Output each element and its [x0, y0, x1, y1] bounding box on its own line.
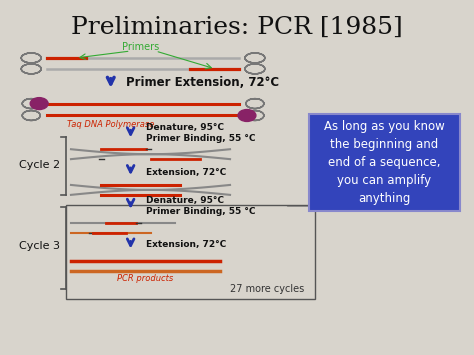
FancyBboxPatch shape [309, 115, 460, 211]
Text: Cycle 2: Cycle 2 [19, 160, 60, 170]
Text: Cycle 3: Cycle 3 [19, 241, 60, 251]
Ellipse shape [30, 98, 48, 110]
Text: Preliminaries: PCR [1985]: Preliminaries: PCR [1985] [71, 16, 403, 39]
Text: Primer Extension, 72°C: Primer Extension, 72°C [126, 76, 279, 89]
Text: 27 more cycles: 27 more cycles [230, 284, 305, 294]
Text: Denature, 95°C
Primer Binding, 55 °C: Denature, 95°C Primer Binding, 55 °C [146, 196, 255, 216]
Text: Taq DNA Polymerase: Taq DNA Polymerase [67, 120, 155, 130]
Ellipse shape [238, 110, 256, 121]
Text: Denature, 95°C
Primer Binding, 55 °C: Denature, 95°C Primer Binding, 55 °C [146, 123, 255, 143]
Text: Primers: Primers [122, 42, 159, 52]
Text: Extension, 72°C: Extension, 72°C [146, 168, 226, 176]
Text: Extension, 72°C: Extension, 72°C [146, 240, 226, 249]
Bar [66, 205, 315, 299]
Text: PCR products: PCR products [118, 274, 173, 283]
Text: As long as you know
the beginning and
end of a sequence,
you can amplify
anythin: As long as you know the beginning and en… [324, 120, 445, 205]
